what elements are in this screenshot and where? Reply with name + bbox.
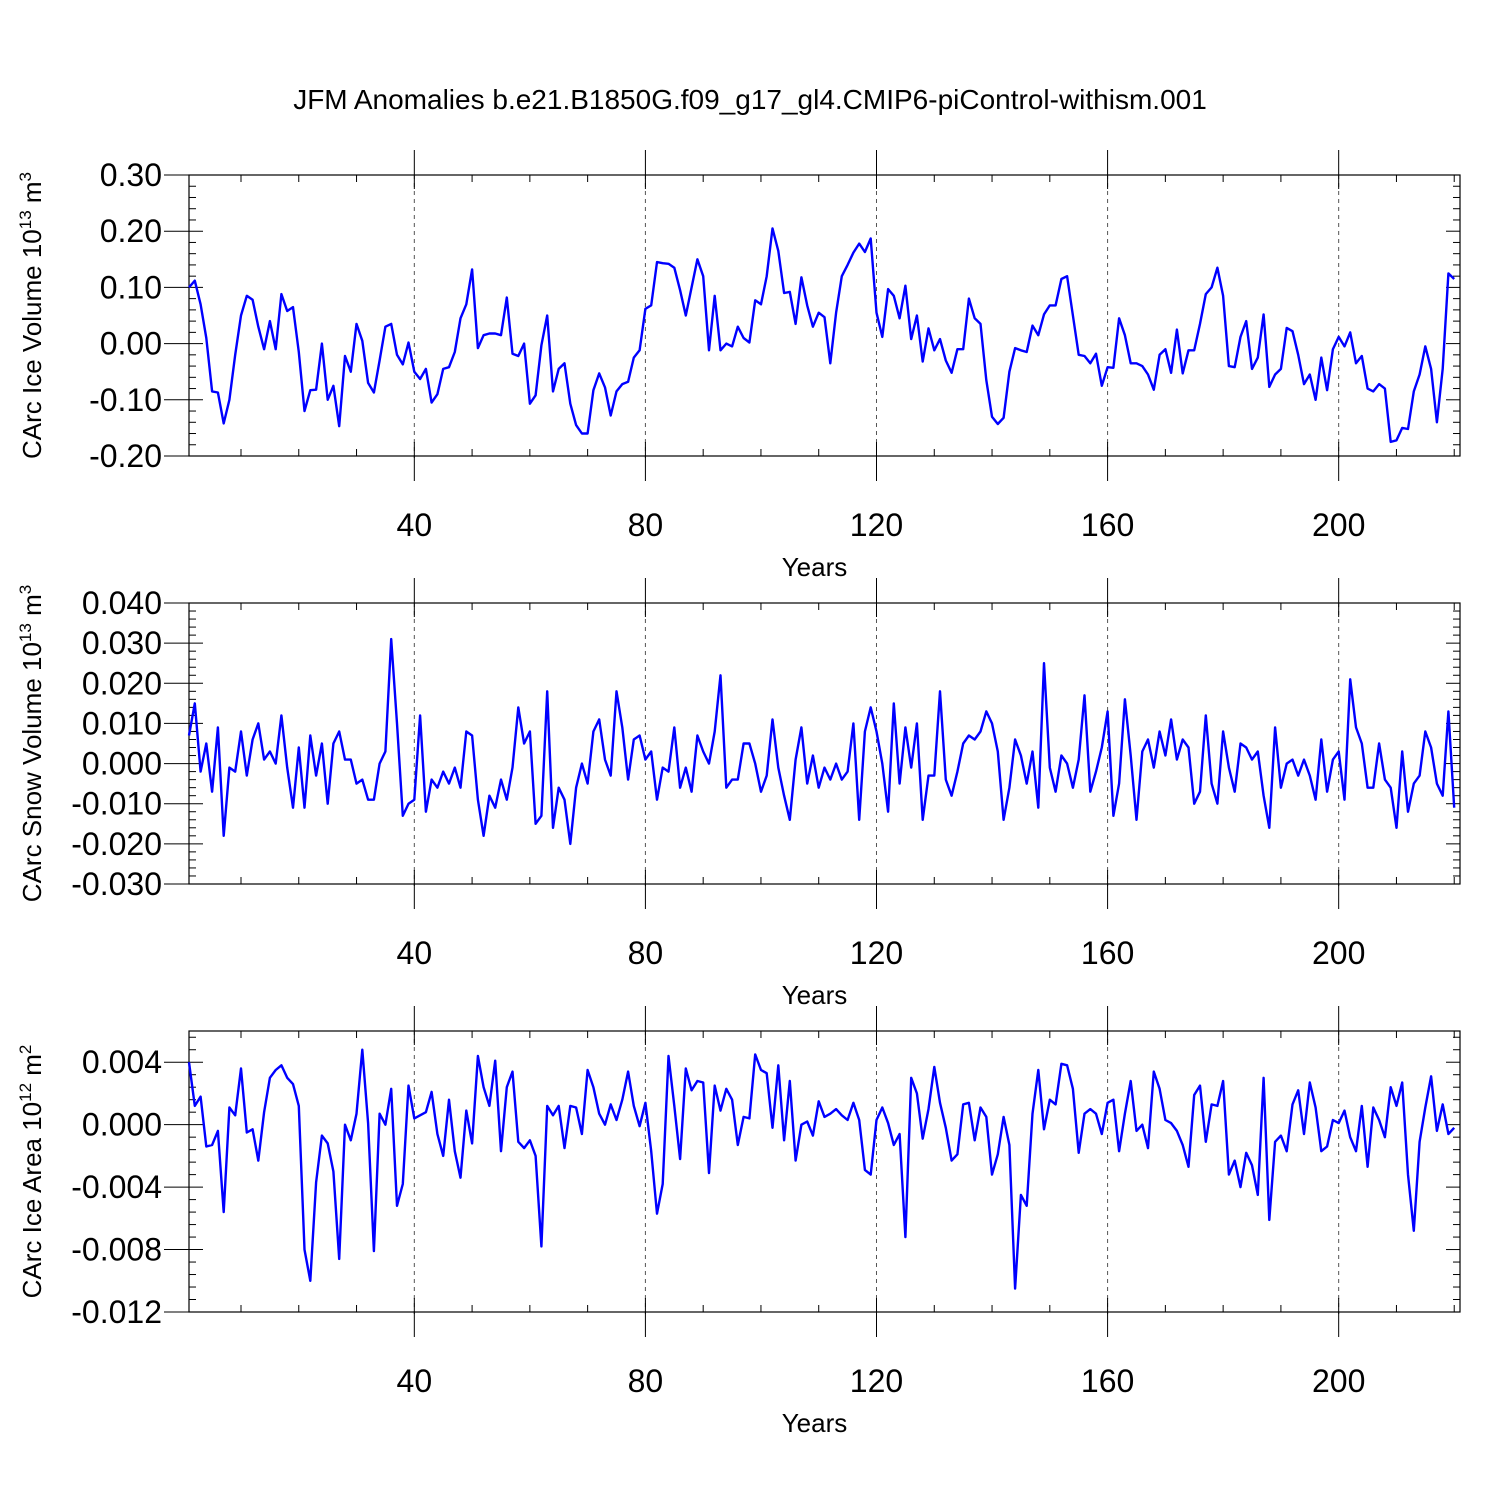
x-tick-label: 80 bbox=[628, 507, 664, 543]
x-tick-label: 200 bbox=[1312, 1363, 1365, 1399]
chart-panel-2: 40 80 120 160 200 -0.030 -0.020 -0.010 0.000 0.01… bbox=[16, 578, 1461, 1010]
x-tick-label: 40 bbox=[397, 1363, 433, 1399]
plot-frame bbox=[188, 1030, 1461, 1313]
x-axis-label: Years bbox=[782, 552, 848, 582]
x-tick-label: 120 bbox=[850, 507, 903, 543]
y-axis-label: CArc Ice Volume 1013 m3 bbox=[16, 172, 47, 459]
x-tick-label: 40 bbox=[397, 935, 433, 971]
x-tick-label: 200 bbox=[1312, 507, 1365, 543]
x-tick-label: 160 bbox=[1081, 935, 1134, 971]
y-tick-label: 0.000 bbox=[82, 746, 162, 782]
x-tick-label: 160 bbox=[1081, 507, 1134, 543]
x-tick-label: 160 bbox=[1081, 1363, 1134, 1399]
x-tick-label: 80 bbox=[628, 935, 664, 971]
y-tick-label: 0.010 bbox=[82, 705, 162, 741]
y-tick-label: -0.008 bbox=[71, 1232, 162, 1268]
x-tick-label: 40 bbox=[397, 507, 433, 543]
y-axis-label: CArc Ice Area 1012 m2 bbox=[16, 1045, 47, 1299]
x-axis-label: Years bbox=[782, 980, 848, 1010]
y-tick-label: 0.10 bbox=[100, 269, 162, 305]
y-tick-label: 0.030 bbox=[82, 625, 162, 661]
series-line-carc-snow-volume bbox=[187, 637, 1456, 846]
series-line-carc-ice-volume bbox=[188, 227, 1456, 444]
y-tick-label: 0.000 bbox=[82, 1107, 162, 1143]
x-axis-label: Years bbox=[782, 1408, 848, 1438]
y-axis-label: CArc Snow Volume 1013 m3 bbox=[16, 585, 47, 902]
chart-panel-3: 40 80 120 160 200 -0.012 -0.008 -0.004 0.000 0.00… bbox=[16, 1006, 1461, 1438]
y-tick-label: -0.20 bbox=[89, 438, 162, 474]
x-tick-label: 120 bbox=[850, 935, 903, 971]
x-tick-label: 200 bbox=[1312, 935, 1365, 971]
y-tick-label: 0.00 bbox=[100, 326, 162, 362]
page-title: JFM Anomalies b.e21.B1850G.f09_g17_gl4.C… bbox=[293, 84, 1207, 115]
y-tick-label: -0.010 bbox=[71, 786, 162, 822]
y-tick-label: -0.012 bbox=[71, 1294, 162, 1330]
y-tick-label: 0.20 bbox=[100, 213, 162, 249]
y-tick-label: 0.30 bbox=[100, 157, 162, 193]
x-tick-label: 120 bbox=[850, 1363, 903, 1399]
y-tick-label: -0.030 bbox=[71, 866, 162, 902]
y-tick-label: -0.020 bbox=[71, 826, 162, 862]
plot-frame bbox=[188, 602, 1461, 885]
y-tick-label: -0.004 bbox=[71, 1169, 162, 1205]
y-tick-label: 0.004 bbox=[82, 1044, 162, 1080]
series-line-carc-ice-area bbox=[187, 1048, 1456, 1290]
y-tick-label: 0.040 bbox=[82, 585, 162, 621]
plot-frame bbox=[188, 174, 1461, 457]
chart-panel-1: 40 80 120 160 200 -0.20 -0.10 0.00 0.10 0.20 0.30 Y… bbox=[16, 150, 1461, 582]
x-tick-label: 80 bbox=[628, 1363, 664, 1399]
y-tick-label: 0.020 bbox=[82, 665, 162, 701]
y-tick-label: -0.10 bbox=[89, 382, 162, 418]
